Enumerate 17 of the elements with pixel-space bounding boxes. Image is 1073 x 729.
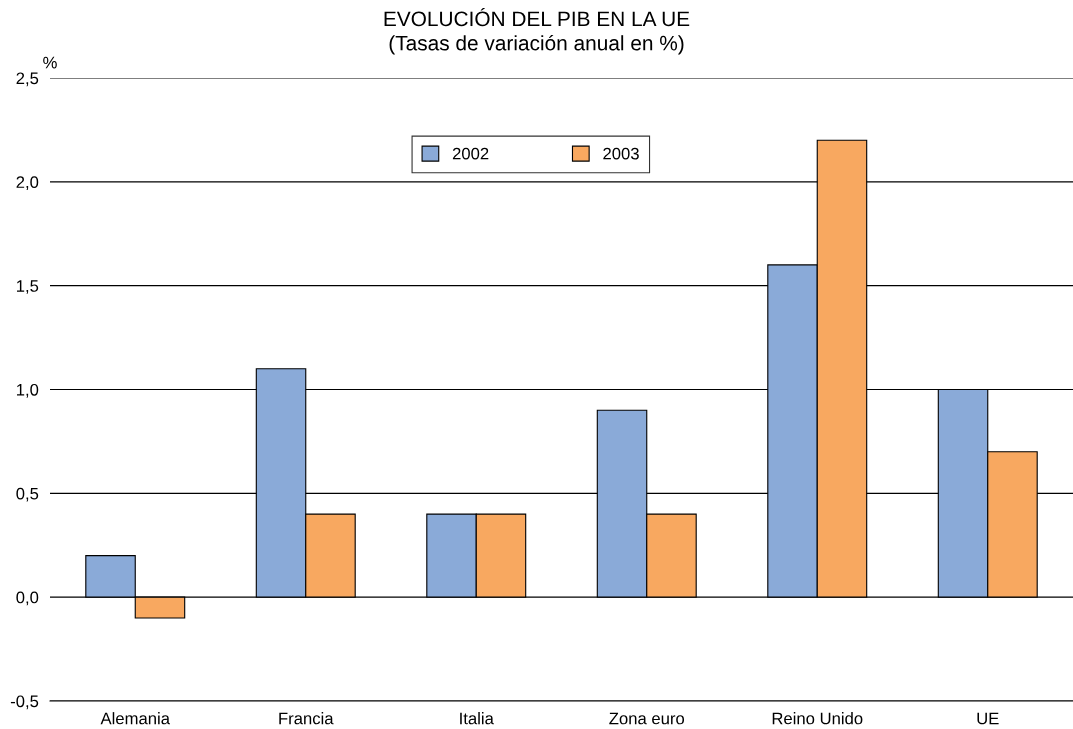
x-tick-label: UE	[977, 712, 999, 725]
y-axis-title: %	[43, 56, 57, 69]
legend-label: 2002	[452, 147, 489, 160]
y-tick-label: 0,5	[16, 487, 39, 502]
x-tick-label: Zona euro	[609, 712, 685, 725]
y-tick-label: 2,0	[16, 176, 39, 191]
x-tick-label: Alemania	[100, 712, 170, 725]
legend-label: 2003	[603, 147, 639, 160]
x-tick-label: Italia	[460, 712, 494, 725]
y-tick-label: -0,5	[10, 695, 39, 710]
x-tick-label: Francia	[279, 712, 334, 725]
y-tick-label: 0,0	[16, 591, 39, 606]
x-tick-label: Reino Unido	[772, 712, 863, 725]
chart-title: EVOLUCIÓN DEL PIB EN LA UE (Tasas de variación anual en %)	[384, 7, 690, 55]
y-tick-label: 1,0	[16, 383, 39, 398]
y-tick-label: 2,5	[16, 72, 39, 87]
y-tick-label: 1,5	[16, 280, 39, 294]
